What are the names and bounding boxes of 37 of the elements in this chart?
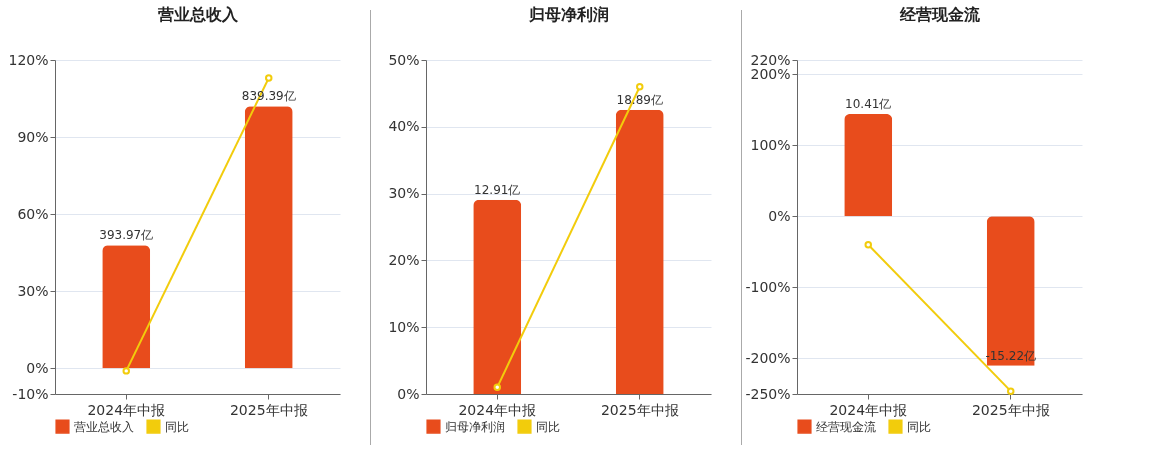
y-tick-label: 40% — [388, 118, 420, 135]
chart-title: 归母净利润 — [527, 5, 609, 24]
data-label: 12.91亿 — [474, 182, 521, 197]
y-tick-label: 0% — [397, 385, 420, 402]
y-tick-label: 0% — [768, 207, 791, 224]
legend-label: 同比 — [536, 419, 560, 434]
y-tick-label: 220% — [750, 51, 791, 68]
y-tick-label: -10% — [12, 385, 49, 402]
x-tick-label: 2024年中报 — [829, 401, 908, 418]
y-tick-label: -200% — [745, 349, 791, 366]
y-tick-label: 0% — [26, 359, 49, 376]
legend-label: 营业总收入 — [74, 419, 134, 434]
y-tick-label: 200% — [750, 65, 791, 82]
y-tick-label: 60% — [17, 205, 49, 222]
data-label: 393.97亿 — [99, 228, 154, 243]
y-tick-label: 30% — [388, 185, 420, 202]
y-tick-label: 30% — [17, 282, 49, 299]
legend-label: 经营现金流 — [816, 419, 876, 434]
x-tick-label: 2025年中报 — [229, 401, 308, 418]
legend-label: 同比 — [165, 419, 189, 434]
chart-title: 营业总收入 — [156, 5, 239, 24]
legend-label: 归母净利润 — [445, 419, 505, 434]
y-tick-label: 100% — [750, 136, 791, 153]
data-label: 10.41亿 — [845, 96, 892, 111]
chart-title: 经营现金流 — [898, 5, 981, 24]
y-tick-label: 20% — [388, 251, 420, 268]
y-tick-label: 90% — [17, 128, 49, 145]
y-tick-label: 50% — [388, 51, 420, 68]
x-tick-label: 2025年中报 — [971, 401, 1050, 418]
y-tick-label: -250% — [745, 385, 791, 402]
x-tick-label: 2025年中报 — [600, 401, 679, 418]
x-tick-label: 2024年中报 — [87, 401, 166, 418]
legend-label: 同比 — [907, 419, 931, 434]
y-tick-label: 120% — [8, 51, 49, 68]
y-tick-label: 10% — [388, 318, 420, 335]
y-tick-label: -100% — [745, 278, 791, 295]
x-tick-label: 2024年中报 — [458, 401, 537, 418]
